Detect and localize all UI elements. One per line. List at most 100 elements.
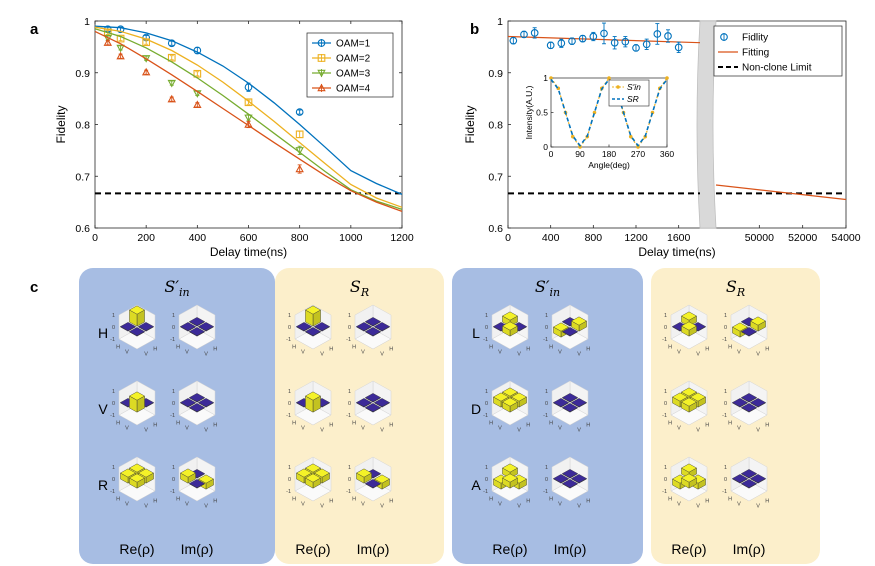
bar3d-z-tick: 0 bbox=[485, 325, 488, 331]
bar3d-basis-label: V bbox=[301, 350, 305, 356]
bar3d-basis-label: H bbox=[728, 497, 732, 503]
data-point-OAM=4 bbox=[116, 51, 125, 60]
column-caption-re: Re(ρ) bbox=[295, 541, 330, 557]
axis-break-band bbox=[696, 20, 717, 229]
inset-y-tick-label: 0 bbox=[543, 142, 548, 152]
bar3d-basis-label: V bbox=[185, 502, 189, 508]
bar3d-basis-label: V bbox=[677, 502, 681, 508]
bar3d-basis-label: V bbox=[696, 428, 700, 434]
x-tick-label-b: 1600 bbox=[667, 232, 691, 244]
bar3d-z-tick: 1 bbox=[724, 389, 727, 395]
bar3d-bar bbox=[681, 321, 697, 331]
bar3d-basis-label: H bbox=[549, 497, 553, 503]
bar3d-bar bbox=[493, 392, 509, 402]
bar3d-bar bbox=[741, 469, 757, 478]
bar3d-basis-label: V bbox=[737, 502, 741, 508]
bar3d-bar bbox=[750, 316, 766, 326]
bar3d-basis-label: V bbox=[577, 352, 581, 358]
bar3d-bar bbox=[189, 317, 205, 326]
bar3d-z-tick: 1 bbox=[288, 313, 291, 319]
data-point-OAM=1 bbox=[244, 83, 253, 92]
bar3d-basis-label: V bbox=[517, 352, 521, 358]
bar3d-z-tick: -1 bbox=[110, 413, 115, 419]
bar3d-basis-label: V bbox=[577, 504, 581, 510]
legend-marker bbox=[317, 39, 326, 47]
x-tick-label-b: 400 bbox=[542, 232, 560, 244]
bar3d-basis-label: H bbox=[153, 347, 157, 353]
fidelity-point bbox=[664, 32, 672, 40]
fidelity-point bbox=[509, 36, 518, 45]
bar3d-basis-label: V bbox=[204, 352, 208, 358]
bar3d-basis-label: V bbox=[558, 426, 562, 432]
bar3d-z-tick: 1 bbox=[348, 465, 351, 471]
state-group-title: SR bbox=[726, 277, 745, 299]
bar3d-basis-label: H bbox=[153, 499, 157, 505]
bar3d-bar bbox=[356, 468, 372, 478]
bar3d-bar bbox=[562, 403, 578, 412]
column-caption-re: Re(ρ) bbox=[492, 541, 527, 557]
bar3d-z-tick: 0 bbox=[348, 477, 351, 483]
bar3d-basis-label: H bbox=[765, 499, 769, 505]
bar3d-basis-label: H bbox=[153, 423, 157, 429]
y-axis-label-a: Fidelity bbox=[54, 105, 68, 143]
legend-marker-b bbox=[720, 33, 728, 41]
bar3d-bar bbox=[365, 327, 381, 336]
bar3d-z-tick: 1 bbox=[485, 465, 488, 471]
bar3d-z-tick: 0 bbox=[288, 325, 291, 331]
fidelity-point bbox=[578, 34, 587, 43]
panel-label-b: b bbox=[470, 21, 479, 38]
bar3d-basis-label: H bbox=[116, 345, 120, 351]
x-tick-label-a: 1000 bbox=[339, 232, 363, 244]
bar3d-basis-label: V bbox=[380, 504, 384, 510]
x-tick-label-a: 0 bbox=[92, 232, 98, 244]
x-tick-label-b: 800 bbox=[585, 232, 603, 244]
bar3d-bar bbox=[314, 468, 330, 478]
bar3d-z-tick: 1 bbox=[288, 389, 291, 395]
bar3d-z-tick: -1 bbox=[170, 413, 175, 419]
bar3d-z-tick: 0 bbox=[172, 477, 175, 483]
row-state-label: H bbox=[98, 325, 108, 341]
inset-y-tick-label: 1 bbox=[543, 73, 548, 83]
bar3d-z-tick: -1 bbox=[346, 489, 351, 495]
bar3d-basis-label: H bbox=[526, 423, 530, 429]
bar3d-bar bbox=[305, 327, 321, 336]
bar3d-z-tick: 0 bbox=[664, 325, 667, 331]
bar3d-basis-label: V bbox=[185, 350, 189, 356]
bar3d-bar bbox=[553, 398, 569, 407]
bar3d-bar bbox=[741, 393, 757, 402]
data-point-OAM=3 bbox=[167, 79, 176, 88]
title-sub: R bbox=[736, 286, 745, 299]
column-caption-im: Im(ρ) bbox=[181, 541, 214, 557]
bar3d-z-tick: 1 bbox=[724, 313, 727, 319]
bar3d-bar bbox=[741, 327, 757, 336]
bar3d-basis-label: H bbox=[489, 345, 493, 351]
data-point-OAM=2 bbox=[167, 53, 176, 62]
x-tick-label-b: 50000 bbox=[745, 232, 774, 244]
inset-legend-label: S'in bbox=[627, 82, 641, 92]
bar3d-bar bbox=[198, 398, 214, 407]
fidelity-point bbox=[642, 40, 651, 49]
bar3d-bar bbox=[502, 473, 518, 483]
bar3d-z-tick: 1 bbox=[664, 389, 667, 395]
fidelity-point bbox=[530, 29, 539, 37]
bar3d-z-tick: 1 bbox=[485, 389, 488, 395]
bar3d-basis-label: H bbox=[329, 423, 333, 429]
data-point-OAM=4 bbox=[244, 120, 253, 128]
bar3d-z-tick: -1 bbox=[170, 489, 175, 495]
bar3d-bar bbox=[741, 403, 757, 412]
fidelity-point bbox=[557, 39, 566, 48]
inset-x-tick-label: 90 bbox=[575, 149, 585, 159]
y-tick-label-a: 0.9 bbox=[75, 68, 90, 80]
y-tick-label-b: 0.8 bbox=[488, 120, 503, 132]
bar3d-bar bbox=[690, 392, 706, 402]
bar3d-basis-label: V bbox=[320, 428, 324, 434]
fidelity-point bbox=[621, 37, 630, 46]
bar3d-bar bbox=[681, 463, 697, 473]
bar3d-basis-label: H bbox=[389, 423, 393, 429]
bar3d-bar bbox=[120, 468, 136, 478]
bar3d-basis-label: H bbox=[389, 499, 393, 505]
bar3d-basis-label: H bbox=[586, 499, 590, 505]
bar3d-basis-label: V bbox=[185, 426, 189, 432]
bar3d-bar bbox=[571, 398, 587, 407]
